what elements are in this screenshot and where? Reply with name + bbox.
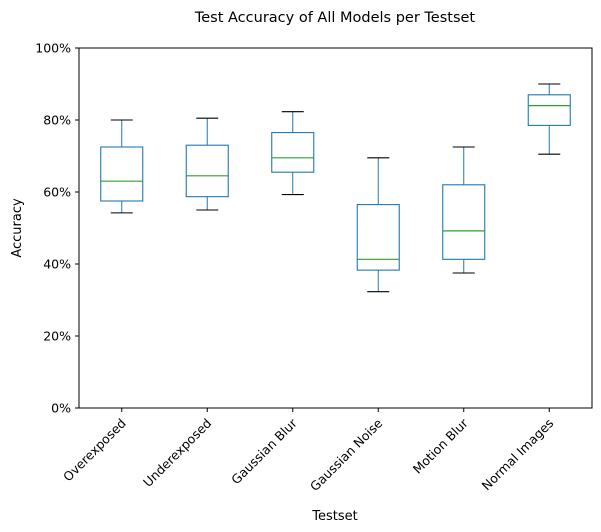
y-tick-label: 40% [43, 257, 71, 272]
x-tick-label: Gaussian Blur [228, 415, 300, 487]
y-tick-label: 20% [43, 329, 71, 344]
x-axis-label: Testset [311, 509, 357, 524]
box-body [527, 94, 571, 126]
plot-area: 0% 20% 40% 60% 80% 100% Overexposed Underexpose… [35, 41, 593, 494]
box-gaussian-blur [271, 111, 315, 196]
y-tick-label: 100% [35, 41, 71, 56]
x-tick-label: Motion Blur [410, 415, 472, 477]
x-tick-label: Normal Images [479, 416, 557, 494]
x-tick-label: Gaussian Noise [307, 415, 386, 494]
x-tick-label: Overexposed [60, 416, 129, 485]
box-underexposed [185, 117, 229, 211]
chart-title: Test Accuracy of All Models per Testset [194, 10, 476, 26]
box-body [442, 184, 486, 260]
box-overexposed [100, 119, 144, 214]
x-tick-label: Underexposed [140, 416, 214, 490]
box-body [356, 204, 400, 271]
y-tick-label: 80% [43, 113, 71, 128]
plot-frame [78, 47, 593, 409]
box-normal-images [527, 83, 571, 155]
box-body [271, 132, 315, 173]
box-gaussian-noise [356, 157, 400, 293]
box-body [185, 144, 229, 198]
y-tick-label: 0% [51, 401, 71, 416]
y-axis-label: Accuracy [10, 198, 25, 258]
y-tick-label: 60% [43, 185, 71, 200]
box-motion-blur [442, 146, 486, 274]
box-body [100, 146, 144, 202]
